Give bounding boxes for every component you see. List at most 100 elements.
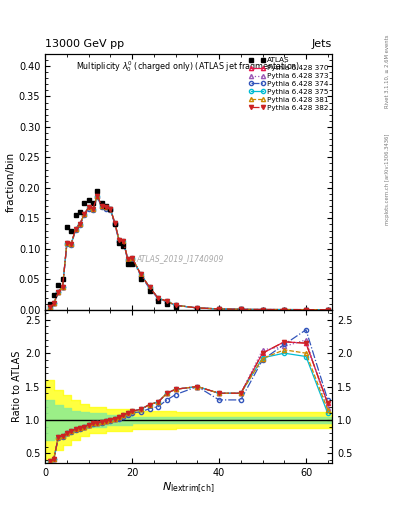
Pythia 6.428 375 <box>156 295 161 301</box>
Pythia 6.428 374 <box>82 212 87 218</box>
Pythia 6.428 375 <box>60 284 65 290</box>
Pythia 6.428 374 <box>165 299 169 305</box>
Pythia 6.428 382 <box>77 221 82 227</box>
Pythia 6.428 374 <box>69 242 73 248</box>
Pythia 6.428 373 <box>325 307 330 313</box>
Pythia 6.428 374 <box>173 303 178 309</box>
Pythia 6.428 374 <box>73 227 78 233</box>
Pythia 6.428 381 <box>47 304 52 310</box>
Pythia 6.428 373 <box>73 226 78 232</box>
Pythia 6.428 382 <box>95 193 100 199</box>
Pythia 6.428 374 <box>117 239 121 245</box>
Pythia 6.428 375 <box>195 305 200 311</box>
Pythia 6.428 375 <box>69 241 73 247</box>
Pythia 6.428 381 <box>64 240 69 246</box>
Pythia 6.428 374 <box>112 221 117 227</box>
Pythia 6.428 382 <box>138 271 143 278</box>
ATLAS <box>217 306 221 312</box>
Pythia 6.428 375 <box>260 307 265 313</box>
Y-axis label: fraction/bin: fraction/bin <box>6 152 16 212</box>
Line: ATLAS: ATLAS <box>47 188 330 312</box>
Pythia 6.428 382 <box>156 295 161 301</box>
Pythia 6.428 373 <box>51 300 56 306</box>
Pythia 6.428 373 <box>82 211 87 217</box>
Pythia 6.428 373 <box>60 284 65 290</box>
Pythia 6.428 375 <box>64 240 69 246</box>
Pythia 6.428 374 <box>217 306 221 312</box>
Pythia 6.428 375 <box>51 300 56 306</box>
Pythia 6.428 381 <box>138 271 143 278</box>
Pythia 6.428 373 <box>69 241 73 247</box>
Pythia 6.428 375 <box>125 256 130 262</box>
ATLAS <box>130 261 134 267</box>
Pythia 6.428 382 <box>51 300 56 306</box>
Text: Rivet 3.1.10, ≥ 2.6M events: Rivet 3.1.10, ≥ 2.6M events <box>385 35 389 109</box>
Pythia 6.428 373 <box>64 240 69 246</box>
Pythia 6.428 373 <box>77 221 82 227</box>
Pythia 6.428 381 <box>165 298 169 304</box>
Pythia 6.428 375 <box>117 237 121 243</box>
Pythia 6.428 370 <box>282 307 286 313</box>
Pythia 6.428 381 <box>77 221 82 227</box>
Pythia 6.428 381 <box>56 289 61 295</box>
Pythia 6.428 381 <box>69 241 73 247</box>
Pythia 6.428 375 <box>239 306 243 312</box>
ATLAS <box>117 240 121 246</box>
Pythia 6.428 375 <box>47 304 52 310</box>
ATLAS <box>82 200 87 206</box>
Pythia 6.428 375 <box>121 239 126 245</box>
ATLAS <box>47 301 52 307</box>
Pythia 6.428 374 <box>86 205 91 211</box>
ATLAS <box>156 297 161 304</box>
Pythia 6.428 373 <box>121 239 126 245</box>
ATLAS <box>91 200 95 206</box>
Pythia 6.428 373 <box>260 307 265 313</box>
Line: Pythia 6.428 375: Pythia 6.428 375 <box>48 194 330 312</box>
Pythia 6.428 375 <box>86 204 91 210</box>
Pythia 6.428 374 <box>325 307 330 313</box>
Pythia 6.428 373 <box>47 304 52 310</box>
Pythia 6.428 373 <box>130 255 134 261</box>
ATLAS <box>51 291 56 297</box>
Pythia 6.428 374 <box>304 307 309 313</box>
Pythia 6.428 374 <box>47 305 52 311</box>
Pythia 6.428 374 <box>156 296 161 302</box>
Pythia 6.428 381 <box>304 307 309 313</box>
ATLAS <box>325 307 330 313</box>
Pythia 6.428 374 <box>282 307 286 313</box>
Pythia 6.428 370 <box>125 256 130 262</box>
ATLAS <box>125 261 130 267</box>
Y-axis label: Ratio to ATLAS: Ratio to ATLAS <box>12 351 22 422</box>
Pythia 6.428 381 <box>91 205 95 211</box>
Pythia 6.428 373 <box>91 205 95 211</box>
ATLAS <box>95 188 100 194</box>
Pythia 6.428 382 <box>108 206 113 212</box>
ATLAS <box>112 221 117 227</box>
Pythia 6.428 375 <box>95 193 100 199</box>
Pythia 6.428 373 <box>156 295 161 301</box>
Pythia 6.428 375 <box>304 307 309 313</box>
Pythia 6.428 370 <box>147 284 152 290</box>
ATLAS <box>260 307 265 313</box>
Pythia 6.428 381 <box>99 203 104 209</box>
Pythia 6.428 374 <box>260 307 265 313</box>
Pythia 6.428 381 <box>95 193 100 199</box>
Pythia 6.428 375 <box>73 226 78 232</box>
Pythia 6.428 375 <box>138 271 143 278</box>
Pythia 6.428 370 <box>77 221 82 227</box>
Pythia 6.428 370 <box>47 304 52 310</box>
Pythia 6.428 382 <box>304 307 309 313</box>
Text: Multiplicity $\lambda_0^0$ (charged only) (ATLAS jet fragmentation): Multiplicity $\lambda_0^0$ (charged only… <box>77 59 301 74</box>
ATLAS <box>138 276 143 282</box>
Pythia 6.428 382 <box>282 307 286 313</box>
ATLAS <box>195 306 200 312</box>
Pythia 6.428 382 <box>56 289 61 295</box>
Pythia 6.428 370 <box>104 204 108 210</box>
Text: mcplots.cern.ch [arXiv:1306.3436]: mcplots.cern.ch [arXiv:1306.3436] <box>385 134 389 225</box>
Pythia 6.428 373 <box>304 307 309 313</box>
Pythia 6.428 370 <box>121 239 126 245</box>
Pythia 6.428 381 <box>325 307 330 313</box>
Pythia 6.428 381 <box>73 226 78 232</box>
Pythia 6.428 370 <box>195 305 200 311</box>
Pythia 6.428 375 <box>99 203 104 209</box>
